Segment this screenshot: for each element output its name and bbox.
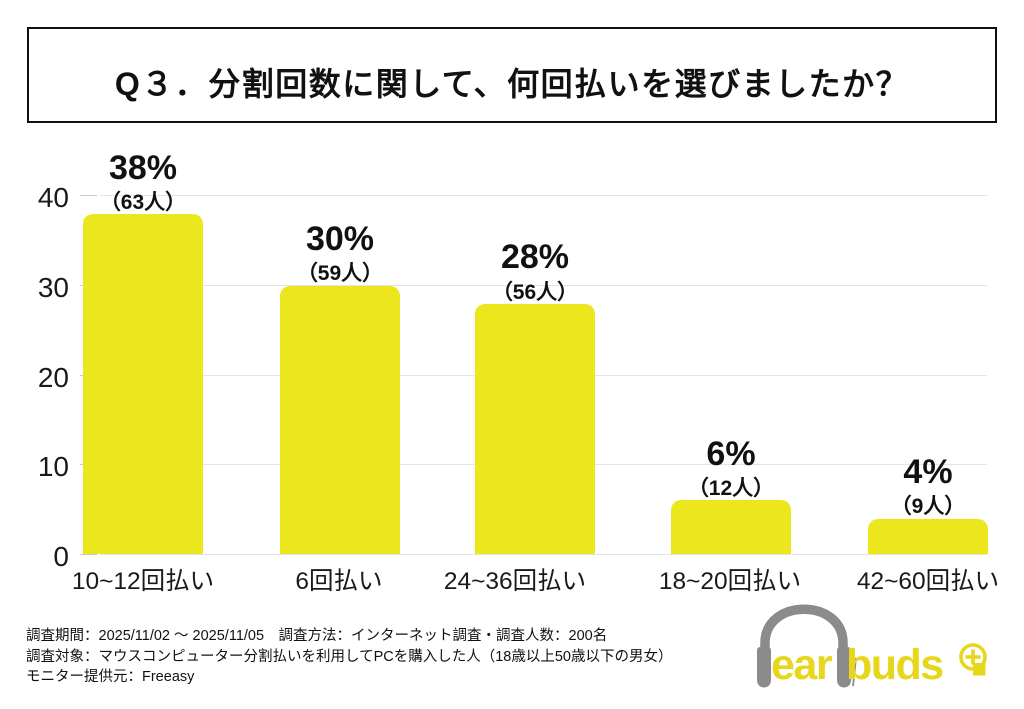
svg-text:buds: buds: [846, 641, 943, 689]
svg-text:ear: ear: [771, 641, 833, 689]
